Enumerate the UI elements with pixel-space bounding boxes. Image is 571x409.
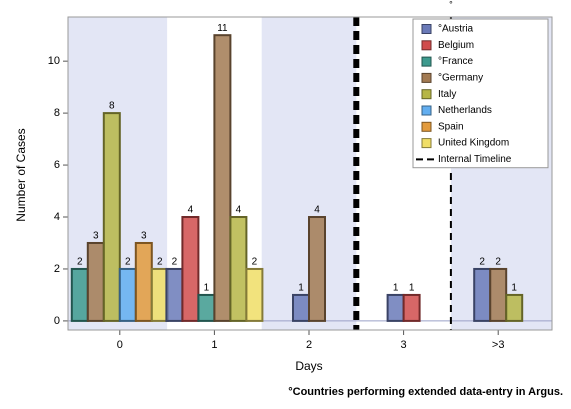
legend-swatch <box>421 56 432 67</box>
value-label: 1 <box>298 283 304 294</box>
x-tick-label: 2 <box>306 339 312 351</box>
value-label: 2 <box>252 257 258 268</box>
legend-label: United Kingdom <box>438 138 509 149</box>
value-label: 2 <box>157 257 163 268</box>
value-label: 2 <box>479 257 485 268</box>
y-tick-label: 0 <box>54 315 60 327</box>
x-tick-label: 0 <box>117 339 123 351</box>
value-label: 4 <box>314 205 320 216</box>
legend-swatch <box>421 40 432 51</box>
value-label: 3 <box>93 231 99 242</box>
bar <box>118 267 137 322</box>
value-label: 1 <box>393 283 399 294</box>
legend-box <box>412 18 549 169</box>
bar <box>292 293 310 322</box>
value-label: 1 <box>409 283 415 294</box>
x-tick-label: >3 <box>492 339 505 351</box>
bar <box>134 241 153 322</box>
value-label: 2 <box>495 257 501 268</box>
bar <box>489 267 508 322</box>
legend-label: Internal Timeline <box>438 154 512 165</box>
value-label: 4 <box>188 205 194 216</box>
bar <box>229 216 248 322</box>
x-tick-label: 1 <box>211 339 217 351</box>
bar <box>245 267 264 322</box>
bar <box>181 216 200 322</box>
legend-label: °Germany <box>438 73 483 84</box>
bar <box>86 241 105 322</box>
bar <box>102 112 121 322</box>
legend-label: °France <box>438 56 474 67</box>
legend-swatch <box>421 72 432 83</box>
y-tick-label: 2 <box>54 263 60 275</box>
legend: °Austria Belgium °France °Germany Italy Nethe… <box>412 18 549 169</box>
value-label: 3 <box>141 231 147 242</box>
x-axis-label: Days <box>295 359 322 373</box>
legend-swatch <box>421 89 432 100</box>
bar <box>308 216 326 322</box>
plot-frame <box>67 16 553 331</box>
bar <box>197 293 216 322</box>
legend-swatch <box>421 121 432 132</box>
y-tick-label: 4 <box>54 211 60 223</box>
legend-swatch <box>421 105 432 116</box>
legend-label: Netherlands <box>438 105 492 116</box>
reference-label: ° <box>449 0 453 9</box>
bar <box>165 267 184 322</box>
bar <box>386 293 405 322</box>
value-label: 1 <box>204 283 210 294</box>
bar <box>505 293 524 322</box>
legend-swatch <box>421 138 432 149</box>
value-label: 1 <box>511 283 517 294</box>
bar <box>213 34 232 322</box>
value-label: 2 <box>77 257 83 268</box>
legend-label: Italy <box>438 89 456 100</box>
legend-label: Belgium <box>438 40 474 51</box>
value-label: 11 <box>217 23 228 34</box>
y-tick-label: 6 <box>54 159 60 171</box>
x-tick-label: 3 <box>401 339 407 351</box>
legend-swatch <box>421 24 432 34</box>
y-tick-label: 8 <box>54 107 60 119</box>
value-label: 2 <box>125 257 131 268</box>
y-tick-label: 10 <box>48 55 60 67</box>
footnote: °Countries performing extended data-entr… <box>288 386 563 398</box>
y-axis-label: Number of Cases <box>14 128 28 221</box>
legend-label: Spain <box>438 121 464 132</box>
legend-label: °Austria <box>438 24 474 35</box>
value-label: 8 <box>109 101 115 112</box>
value-label: 4 <box>236 205 242 216</box>
bar <box>473 267 492 322</box>
bar <box>402 293 421 322</box>
bar <box>70 267 89 322</box>
value-label: 2 <box>172 257 178 268</box>
